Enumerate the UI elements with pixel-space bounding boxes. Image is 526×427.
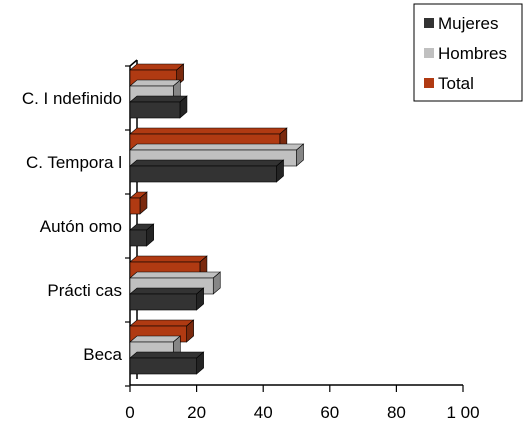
bar-front — [129, 101, 181, 119]
bar-top — [129, 255, 208, 263]
bar-mujeres-c-indefinido — [129, 95, 188, 119]
x-tick-label: 20 — [187, 403, 206, 422]
legend: Mujeres Hombres Total — [413, 3, 523, 102]
bar-top — [129, 143, 305, 151]
bar-top — [129, 319, 195, 327]
bar-front — [129, 357, 197, 375]
bar-front — [129, 197, 141, 215]
bar-top — [129, 79, 182, 87]
category-label: C. I ndefinido — [22, 89, 122, 108]
bar-front — [129, 293, 197, 311]
category-labels: C. I ndefinido C. Tempora l Autón omo Práct… — [22, 89, 123, 364]
bar-top — [129, 127, 288, 135]
category-label: Beca — [83, 345, 122, 364]
bar-mujeres-autonomo — [129, 223, 155, 247]
x-tick-label: 80 — [387, 403, 406, 422]
bar-front — [129, 165, 277, 183]
bar-total-autonomo — [129, 191, 148, 215]
bar-mujeres-beca — [129, 351, 205, 375]
category-label: Autón omo — [40, 217, 122, 236]
bar-mujeres-practicas — [129, 287, 205, 311]
legend-swatch-hombres — [424, 48, 434, 58]
bar-top — [129, 95, 188, 103]
bar-top — [129, 351, 205, 359]
legend-label-total: Total — [438, 74, 474, 93]
bar-top — [129, 335, 182, 343]
bar-top — [129, 287, 205, 295]
bar-mujeres-c-temporal — [129, 159, 285, 183]
bar-top — [129, 159, 285, 167]
bar-front — [129, 229, 147, 247]
bars — [129, 63, 305, 375]
bar-top — [129, 271, 222, 279]
legend-label-hombres: Hombres — [438, 44, 507, 63]
x-tick-label: 0 — [125, 403, 134, 422]
x-ticks: 0 20 40 60 80 1 00 — [125, 65, 480, 422]
legend-label-mujeres: Mujeres — [438, 14, 498, 33]
x-tick-label: 40 — [254, 403, 273, 422]
bar-top — [129, 63, 185, 71]
legend-swatch-total — [424, 78, 434, 88]
x-tick-label: 60 — [320, 403, 339, 422]
legend-swatch-mujeres — [424, 18, 434, 28]
x-tick-label: 1 00 — [446, 403, 479, 422]
category-label: C. Tempora l — [26, 153, 122, 172]
category-label: Prácti cas — [47, 281, 122, 300]
